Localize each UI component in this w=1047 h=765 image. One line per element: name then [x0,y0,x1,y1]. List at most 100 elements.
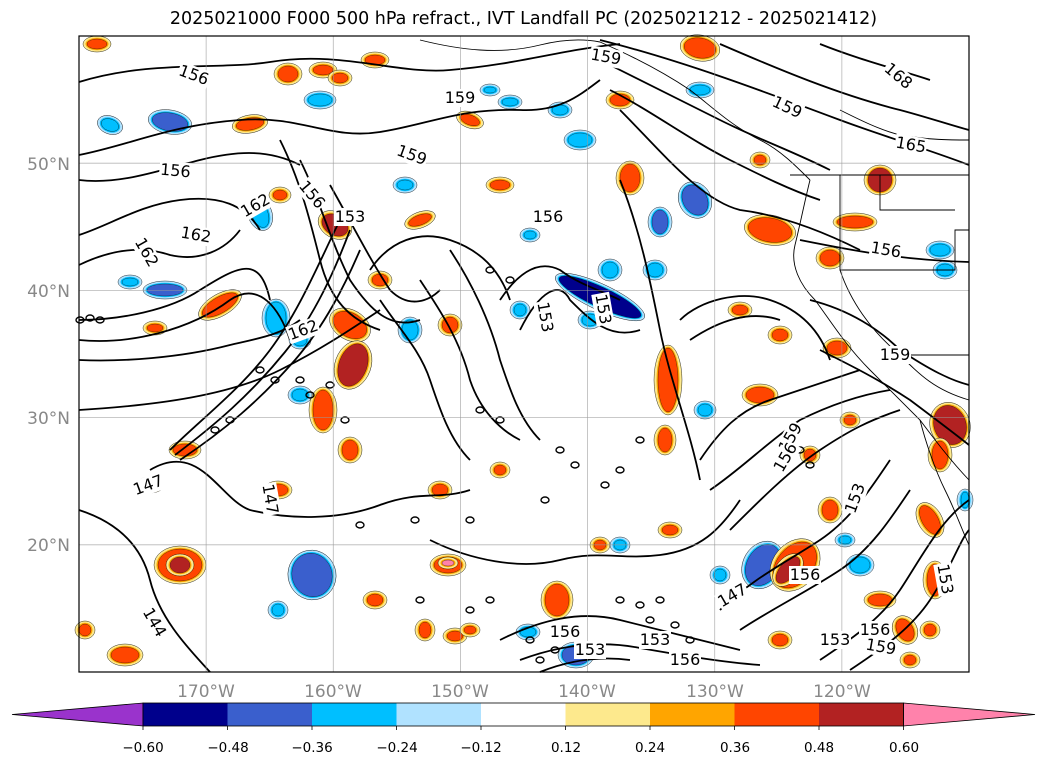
contour-island [655,596,665,604]
anomaly-blob-core [929,243,951,257]
gridline-layer [79,36,969,672]
anomaly-blob-core [933,405,967,445]
refractivity-contour [429,499,741,565]
anomaly-blob-core [619,163,641,193]
contour-island [540,496,550,504]
contour-island [525,636,535,644]
anomaly-blob-core [923,623,937,637]
anomaly-blob-core [689,84,711,96]
anomaly-blob-core [567,132,593,148]
refractivity-contour [78,319,301,362]
contour-label: 156 [670,650,701,669]
refractivity-contour [169,219,341,451]
anomaly-blob [287,549,337,601]
anomaly-blob [815,246,845,270]
anomaly-blob [741,383,779,407]
anomaly-blob [540,580,574,620]
coastline [919,419,970,546]
contour-island [410,516,420,524]
contour-island [600,481,610,489]
colorbar-tick-label: 0.36 [720,740,750,756]
refractivity-contour [499,265,621,301]
anomaly-blob [489,461,511,479]
anomaly-blob [303,90,337,110]
anomaly-blob [767,325,793,345]
refractivity-contour [279,139,381,331]
contour-island [635,436,645,444]
anomaly-blob [615,160,645,196]
contour-island [85,314,95,322]
anomaly-blob [839,411,861,429]
contour-label-bg [444,89,476,107]
colorbar-tick-label: −0.60 [122,740,163,756]
lon-tick-label: 140°W [558,682,616,702]
lat-tick-label: 50°N [27,155,70,175]
contour-island [550,646,560,654]
anomaly-blob [329,307,371,343]
refractivity-contour [149,460,471,518]
refractivity-contour [449,249,541,441]
contour-label-bg [294,176,330,213]
anomaly-blob-core [523,230,537,240]
contour-island [255,366,265,374]
contour-island [645,616,655,624]
lon-tick-label: 120°W [813,682,871,702]
anomaly-blob-core [836,215,874,229]
colorbar-extend-min [11,702,144,727]
anomaly-blob-core [501,97,519,107]
anomaly-blob-core [408,213,432,227]
anomaly-blob [693,400,717,420]
anomaly-blob [929,402,971,448]
contour-label-layer: 1561561591591591591621621681651621621561… [130,45,957,669]
anomaly-blob-core [651,209,669,235]
contour-label-bg [591,291,615,327]
anomaly-blob-core [101,118,119,132]
contour-island [415,596,425,604]
anomaly-blob-core [169,556,191,574]
anomaly-blob-core [821,499,839,521]
refractivity-contour [599,59,831,171]
anomaly-blob-core [849,556,871,574]
contour-island [485,596,495,604]
contour-island [635,601,645,609]
contour-label-bg [893,133,929,157]
contour-island [485,266,495,274]
anomaly-blob-core [396,179,414,191]
refractivity-contour [78,509,211,673]
anomaly-blob-core [277,65,299,83]
contour-label-bg [130,471,167,500]
anomaly-blob [919,620,941,640]
anomaly-blob-core [307,93,333,107]
contour-label: 153 [575,640,606,659]
contour-island [225,416,235,424]
anomaly-blob-core [657,427,673,453]
anomaly-blob-core [341,439,359,461]
contour-label-bg [669,651,701,669]
lat-tick-label: 30°N [27,409,70,429]
anomaly-blob [97,115,123,135]
anomaly-blob [832,212,878,232]
anomaly-blob [437,556,459,570]
anomaly-blob [427,480,453,500]
contour-label-bg [258,481,282,517]
anomaly-blob-core [697,403,713,417]
anomaly-blob-core [681,184,709,216]
colorbar-segment [227,703,313,726]
contour-label-bg [769,439,802,476]
contour-label-bg [868,238,904,262]
contour-label-bg [285,316,322,345]
contour-label-bg [768,92,806,123]
contour-label-bg [158,160,193,182]
anomaly-blob-core [337,343,369,387]
anomaly-blob-core [431,483,449,497]
anomaly-blob [337,436,363,464]
anomaly-blob [727,301,753,319]
refractivity-contour [369,235,511,301]
anomaly-blob [744,214,796,246]
anomaly-blob [165,553,195,577]
anomaly-blob [117,274,143,290]
anomaly-blob-core [903,654,917,666]
lon-tick-label: 150°W [431,682,489,702]
contour-island [555,446,565,454]
contour-island [210,426,220,434]
